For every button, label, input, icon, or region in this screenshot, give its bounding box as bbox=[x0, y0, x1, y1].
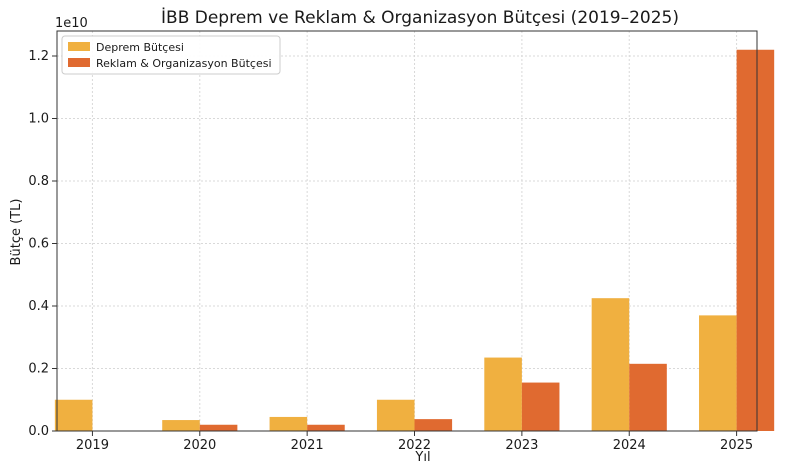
chart-title: İBB Deprem ve Reklam & Organizasyon Bütç… bbox=[161, 7, 679, 28]
y-tick-label: 0.2 bbox=[28, 362, 49, 377]
legend-swatch bbox=[68, 58, 90, 67]
bar-deprem-2021 bbox=[269, 416, 308, 431]
legend-swatch bbox=[68, 42, 90, 51]
legend-box bbox=[61, 35, 281, 75]
x-axis-label: Yıl bbox=[414, 450, 430, 465]
y-tick-label: 1.2 bbox=[28, 49, 49, 64]
bar-reklam-2022 bbox=[414, 419, 453, 431]
y-axis-label: Bütçe (TL) bbox=[9, 199, 24, 266]
x-axis-ticks: 2019 2020 2021 2022 2023 2024 2025 bbox=[76, 431, 753, 453]
bars bbox=[54, 49, 775, 431]
x-tick-label: 2020 bbox=[183, 438, 216, 453]
bar-deprem-2020 bbox=[162, 420, 200, 431]
y-tick-label: 0.0 bbox=[28, 424, 49, 439]
bar-deprem-2024 bbox=[591, 298, 630, 431]
bar-reklam-2025 bbox=[736, 49, 775, 431]
bar-deprem-2022 bbox=[376, 399, 415, 431]
x-tick-label: 2019 bbox=[76, 438, 109, 453]
bar-reklam-2023 bbox=[521, 382, 560, 431]
legend: Deprem Bütçesi Reklam & Organizasyon Bütç… bbox=[61, 35, 281, 75]
y-tick-label: 0.8 bbox=[28, 174, 49, 189]
x-tick-label: 2024 bbox=[613, 438, 646, 453]
bar-reklam-2024 bbox=[629, 363, 667, 431]
y-tick-label: 1.0 bbox=[28, 112, 49, 127]
bar-reklam-2020 bbox=[199, 424, 238, 431]
bar-deprem-2019 bbox=[54, 399, 93, 431]
x-tick-label: 2022 bbox=[398, 438, 431, 453]
plot-frame bbox=[56, 30, 758, 432]
x-tick-label: 2021 bbox=[291, 438, 324, 453]
x-tick-label: 2023 bbox=[505, 438, 538, 453]
x-tick-label: 2025 bbox=[720, 438, 753, 453]
y-axis-ticks: 0.0 0.2 0.4 0.6 0.8 1.0 1.2 bbox=[28, 49, 57, 439]
y-axis-offset-label: 1e10 bbox=[55, 16, 88, 31]
y-tick-label: 0.4 bbox=[28, 299, 49, 314]
bar-reklam-2021 bbox=[307, 424, 345, 431]
legend-entry-label: Reklam & Organizasyon Bütçesi bbox=[96, 57, 272, 70]
y-tick-label: 0.6 bbox=[28, 237, 49, 252]
legend-entry-label: Deprem Bütçesi bbox=[96, 41, 184, 54]
bar-deprem-2025 bbox=[699, 315, 737, 431]
bar-deprem-2023 bbox=[484, 357, 522, 431]
